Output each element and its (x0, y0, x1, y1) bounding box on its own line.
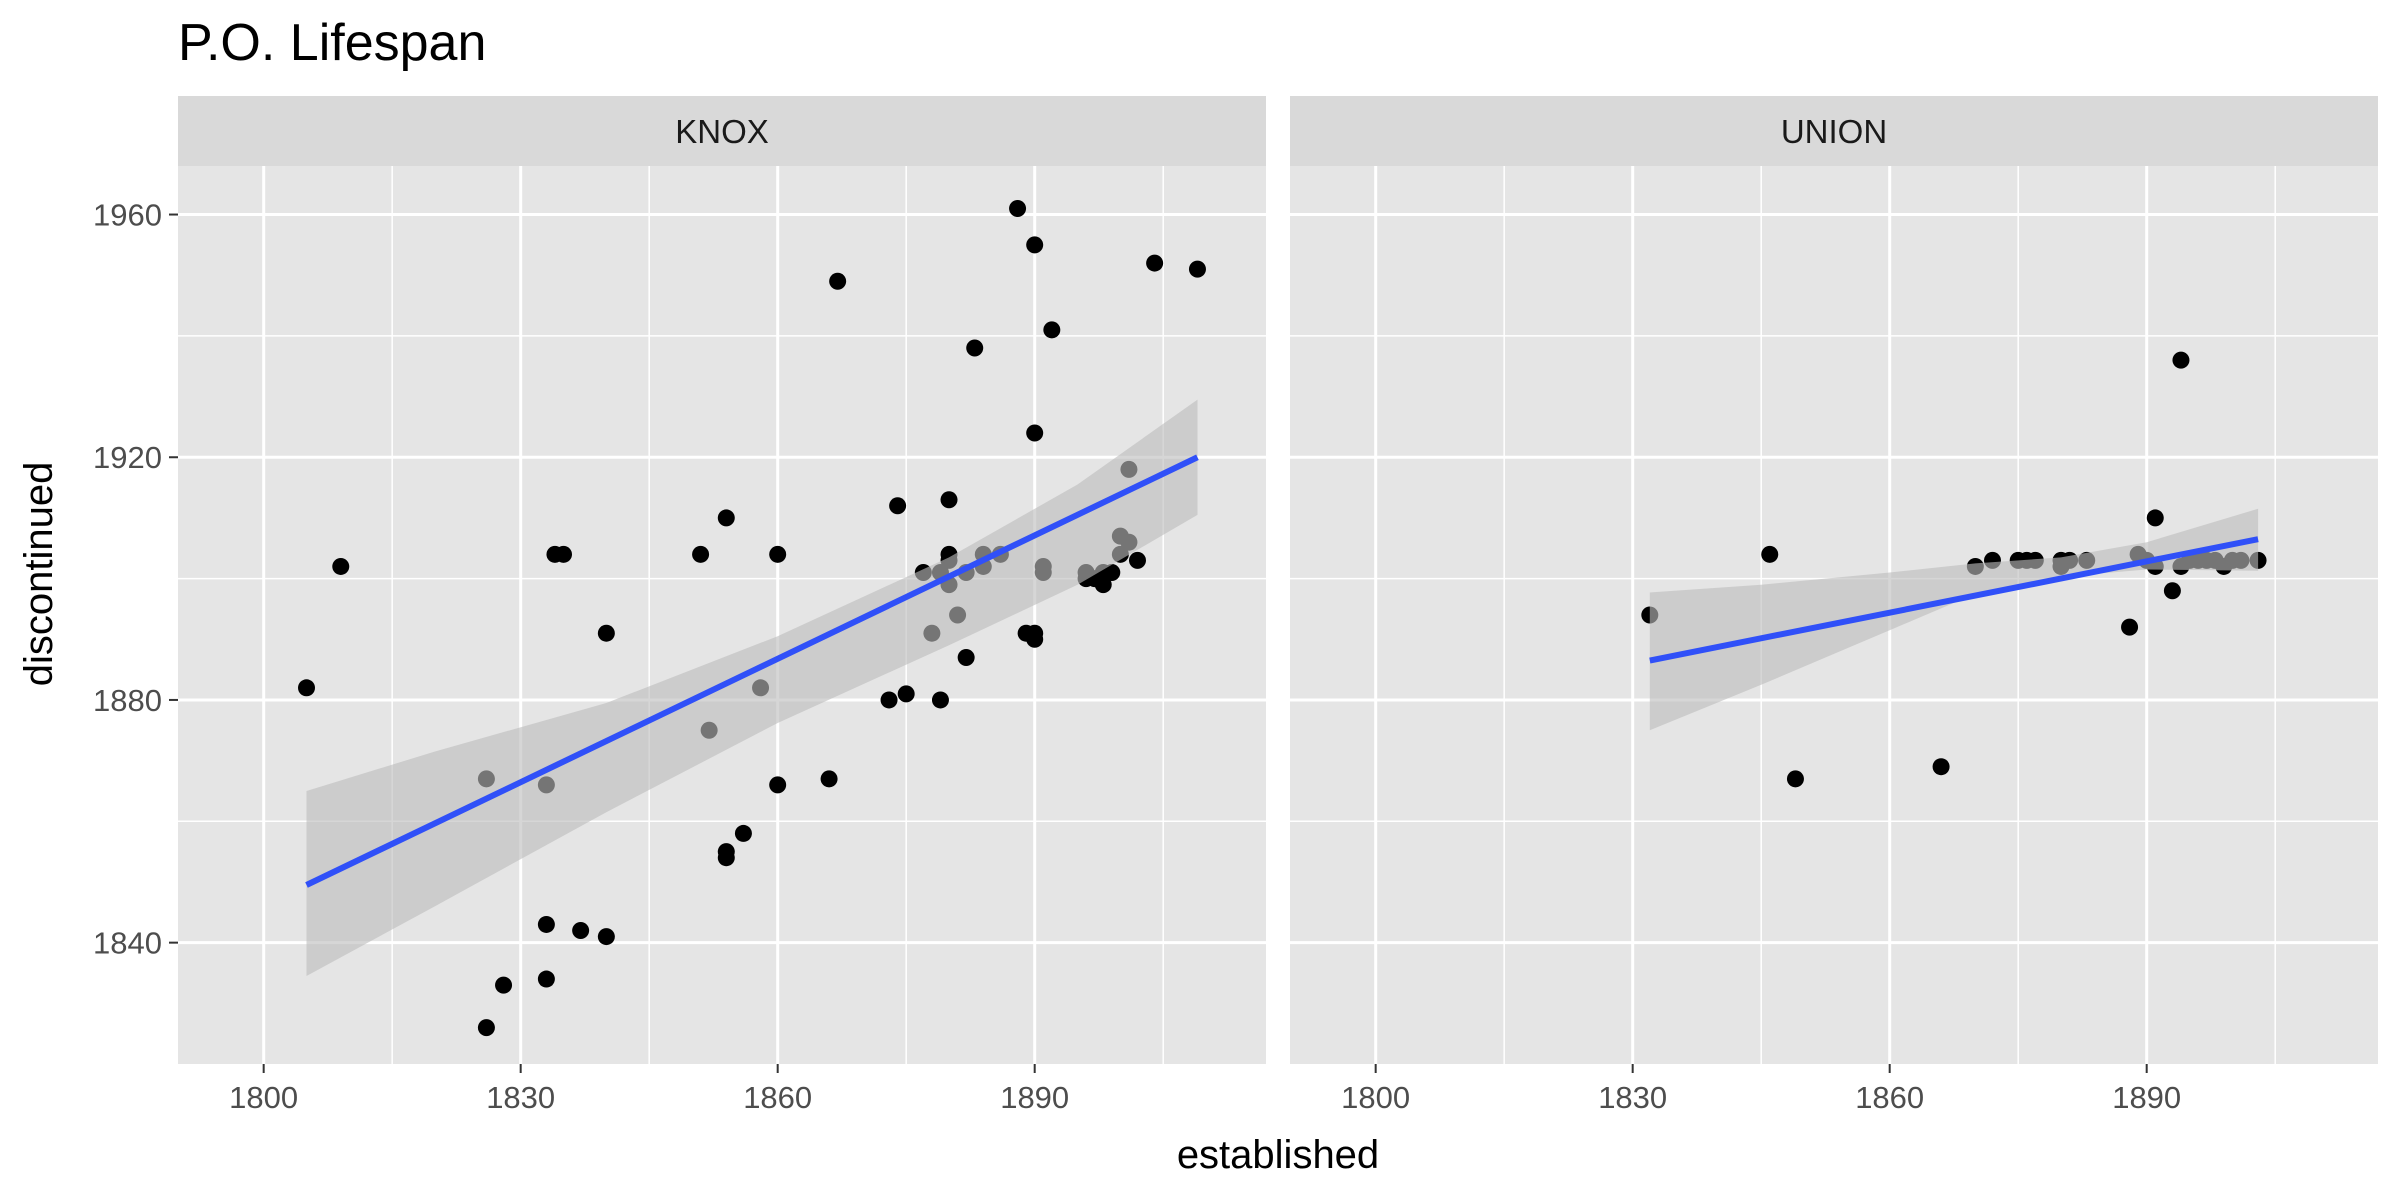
x-tick-label: 1890 (2112, 1080, 2181, 1115)
x-tick-label: 1830 (486, 1080, 555, 1115)
data-point (769, 776, 787, 794)
panels: KNOX UNION (178, 96, 2378, 1064)
y-tick-label: 1840 (93, 926, 162, 961)
data-point (1188, 260, 1206, 278)
data-point (2121, 618, 2139, 636)
data-point (1128, 551, 1146, 569)
data-point (2172, 351, 2190, 369)
x-tick-label: 1800 (1341, 1080, 1410, 1115)
data-point (717, 509, 735, 527)
data-point (769, 545, 787, 563)
facet-strip (1290, 96, 2378, 166)
x-axis-knox: 1800 1830 1860 1890 (229, 1064, 1069, 1115)
data-point (1103, 564, 1121, 582)
y-tick-label: 1880 (93, 683, 162, 718)
data-point (537, 915, 555, 933)
data-point (1026, 236, 1044, 254)
data-point (555, 545, 573, 563)
facet-label: KNOX (675, 113, 769, 150)
data-point (332, 557, 350, 575)
x-tick-label: 1860 (1855, 1080, 1924, 1115)
facet-strip (178, 96, 1266, 166)
data-point (717, 849, 735, 867)
data-point (572, 922, 590, 940)
trend-line (1649, 536, 2259, 664)
data-point (298, 679, 316, 697)
x-axis-union: 1800 1830 1860 1890 (1341, 1064, 2181, 1115)
data-point (829, 272, 847, 290)
x-tick-label: 1830 (1598, 1080, 1667, 1115)
data-point (1761, 545, 1779, 563)
data-point (1026, 630, 1044, 648)
data-point (1043, 321, 1061, 339)
data-point (1932, 758, 1950, 776)
y-tick-label: 1920 (93, 440, 162, 475)
x-tick-label: 1890 (1000, 1080, 1069, 1115)
data-point (692, 545, 710, 563)
data-point (880, 691, 898, 709)
data-point (597, 928, 615, 946)
x-tick-label: 1860 (743, 1080, 812, 1115)
data-point (1026, 424, 1044, 442)
trend-line (305, 454, 1199, 888)
data-point (477, 1019, 495, 1037)
data-point (966, 339, 984, 357)
data-point (897, 685, 915, 703)
panel-union: UNION (1290, 96, 2378, 1064)
data-point (1094, 576, 1112, 594)
data-point (495, 976, 513, 994)
x-axis-title: established (1177, 1133, 1379, 1177)
data-point (820, 770, 838, 788)
data-point (1009, 199, 1027, 217)
data-point (931, 691, 949, 709)
data-point (2146, 509, 2164, 527)
data-point (940, 491, 958, 509)
data-point (1146, 254, 1164, 272)
panel-knox: KNOX (178, 96, 1266, 1064)
data-point (1786, 770, 1804, 788)
y-axis: 1840 1880 1920 1960 (93, 198, 178, 961)
y-tick-label: 1960 (93, 198, 162, 233)
data-point (2163, 582, 2181, 600)
data-point (957, 648, 975, 666)
data-point (889, 497, 907, 515)
x-tick-label: 1800 (229, 1080, 298, 1115)
data-point (537, 970, 555, 988)
chart-title: P.O. Lifespan (178, 14, 486, 72)
data-point (597, 624, 615, 642)
facet-label: UNION (1781, 113, 1887, 150)
confidence-band (1649, 508, 2259, 731)
confidence-band (306, 399, 1198, 977)
y-axis-title: discontinued (17, 462, 61, 687)
data-point (734, 824, 752, 842)
